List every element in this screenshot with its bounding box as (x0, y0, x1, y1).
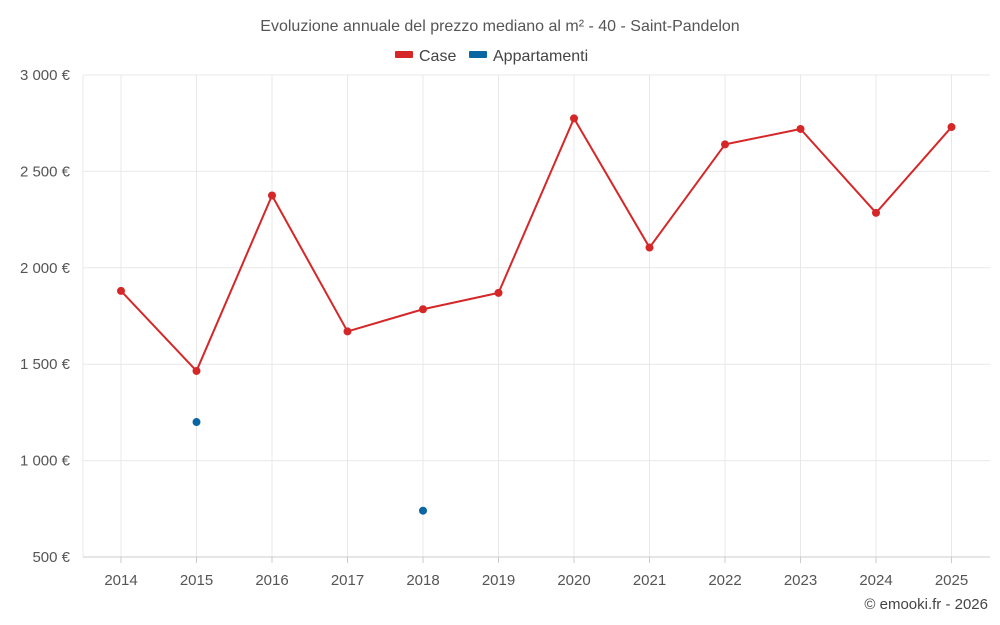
chart-title: Evoluzione annuale del prezzo mediano al… (260, 18, 739, 35)
legend-item-case[interactable]: Case (395, 48, 456, 65)
series-line-case (120, 117, 953, 372)
data-point-case[interactable] (117, 286, 125, 295)
x-tick-label: 2022 (708, 572, 741, 589)
y-tick-label: 1 500 € (20, 356, 71, 373)
legend-label-appartamenti: Appartamenti (493, 48, 588, 65)
data-point-appartamenti[interactable] (192, 418, 201, 427)
data-point-case[interactable] (419, 305, 427, 314)
x-tick-label: 2021 (633, 572, 666, 589)
chart-credit: © emooki.fr - 2026 (864, 596, 988, 613)
y-tick-label: 2 000 € (20, 260, 71, 277)
x-tick-label: 2020 (557, 572, 590, 589)
y-tick-label: 2 500 € (20, 163, 71, 180)
legend-swatch-case (395, 51, 413, 58)
data-point-case[interactable] (796, 124, 805, 133)
data-point-case[interactable] (947, 123, 956, 132)
series-appartamenti (192, 418, 427, 515)
x-tick-label: 2014 (104, 572, 137, 589)
data-point-case[interactable] (570, 114, 578, 123)
x-tick-label: 2017 (331, 572, 364, 589)
data-point-case[interactable] (721, 140, 729, 149)
data-point-case[interactable] (494, 288, 503, 297)
legend-label-case: Case (419, 48, 456, 65)
data-point-case[interactable] (645, 243, 654, 252)
x-axis: 2014 2015 2016 2017 2018 2019 2020 2021 2022 2023… (83, 556, 990, 589)
y-tick-label: 3 000 € (20, 67, 71, 84)
grid (82, 74, 990, 557)
data-point-case[interactable] (872, 208, 880, 217)
data-point-case[interactable] (268, 191, 276, 200)
data-point-case[interactable] (343, 327, 352, 336)
y-tick-label: 1 000 € (20, 453, 71, 470)
y-axis: 500 € 1 000 € 1 500 € 2 000 € 2 500 € 3 000 € (20, 67, 71, 566)
legend: Case Appartamenti (395, 48, 588, 65)
data-point-appartamenti[interactable] (419, 506, 427, 515)
series-case (117, 114, 956, 375)
x-tick-label: 2015 (180, 572, 213, 589)
legend-item-appartamenti[interactable]: Appartamenti (469, 48, 588, 65)
x-tick-label: 2018 (406, 572, 439, 589)
legend-swatch-appartamenti (469, 51, 487, 58)
x-tick-label: 2025 (935, 572, 968, 589)
x-tick-label: 2024 (859, 572, 892, 589)
x-tick-label: 2023 (784, 572, 817, 589)
x-tick-label: 2016 (255, 572, 288, 589)
y-tick-label: 500 € (32, 549, 70, 566)
data-point-case[interactable] (192, 366, 201, 375)
x-tick-label: 2019 (482, 572, 515, 589)
series (117, 114, 956, 515)
